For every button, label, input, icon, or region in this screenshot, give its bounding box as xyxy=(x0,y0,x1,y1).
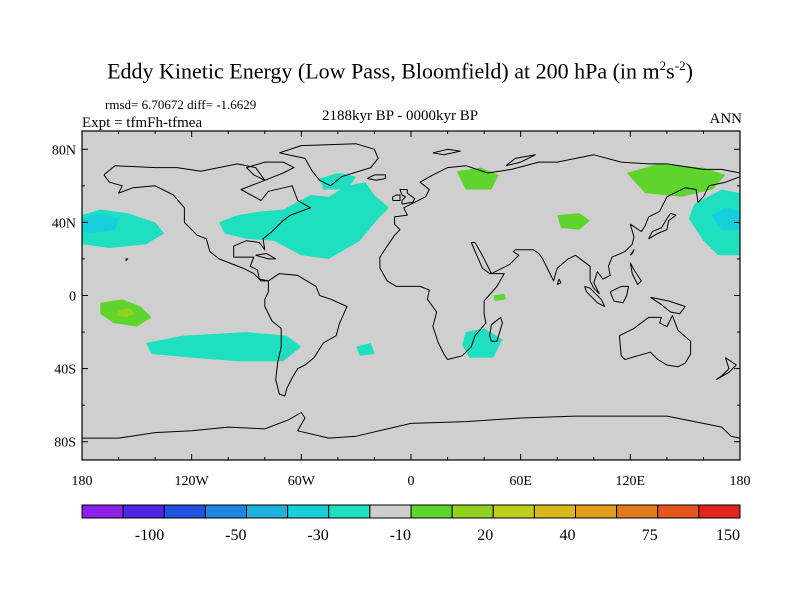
title-close: ) xyxy=(685,58,693,84)
coastline-madagascar xyxy=(489,316,503,342)
colorbar-box-6 xyxy=(328,504,371,519)
x-tick-label-0: 180 xyxy=(72,474,93,489)
coastline-borneo xyxy=(609,285,629,304)
coastline-antarctica xyxy=(82,412,740,439)
coastline-sumatra xyxy=(584,285,606,307)
x-tick-label-3: 0 xyxy=(408,474,415,489)
x-tick-label-6: 180 xyxy=(730,474,751,489)
colorbar-box-0 xyxy=(81,504,124,519)
x-axis: 180 120W 60W 0 60E 120E 180 xyxy=(72,131,751,489)
colorbar-label-7: 150 xyxy=(716,527,740,544)
coastline-greenland xyxy=(279,143,379,187)
colorbar-label-6: 75 xyxy=(642,527,658,544)
region-south-atlantic-patch xyxy=(356,343,375,356)
region-tropical-pacific-core xyxy=(116,308,135,318)
colorbar-label-2: -30 xyxy=(307,527,328,544)
colorbar-box-9 xyxy=(451,504,494,519)
colorbar-box-10 xyxy=(492,504,535,519)
coastline-new-zealand xyxy=(715,357,737,381)
coastline-taiwan xyxy=(629,249,635,256)
y-tick-label-0: 80N xyxy=(52,143,76,158)
region-north-pacific-west-core xyxy=(82,213,119,234)
colorbar-box-2 xyxy=(163,504,206,519)
coastline-philippines xyxy=(629,262,642,285)
colorbar-label-1: -50 xyxy=(225,527,246,544)
colorbar-box-15 xyxy=(698,504,741,519)
region-siberia-positive xyxy=(626,163,726,197)
coastline-australia xyxy=(618,315,692,368)
y-tick-label-1: 40N xyxy=(52,216,76,231)
colorbar-box-5 xyxy=(287,504,330,519)
coastlines xyxy=(82,143,740,439)
coastline-ireland xyxy=(392,194,401,201)
colorbar: -100 -50 -30 -10 20 40 75 150 xyxy=(81,504,741,544)
shaded-regions xyxy=(82,163,740,362)
colorbar-box-3 xyxy=(204,504,247,519)
coastline-south-america xyxy=(264,273,348,397)
coastline-hawaii xyxy=(125,258,129,262)
x-tick-label-2: 60W xyxy=(288,474,316,489)
title-sup-1: 2 xyxy=(659,58,667,73)
region-north-atlantic-band xyxy=(219,182,390,259)
coastline-japan xyxy=(648,212,677,240)
coastline-cuba xyxy=(255,253,277,260)
coastline-britain xyxy=(399,189,416,205)
coastline-north-america xyxy=(103,163,311,282)
colorbar-label-3: -10 xyxy=(390,527,411,544)
chart-title-text: Eddy Kinetic Energy (Low Pass, Bloomfiel… xyxy=(107,58,660,84)
colorbar-box-8 xyxy=(410,504,453,519)
y-tick-label-3: 40S xyxy=(54,363,76,378)
y-tick-label-4: 80S xyxy=(54,436,76,451)
x-tick-label-4: 60E xyxy=(509,474,532,489)
colorbar-box-13 xyxy=(616,504,659,519)
coastline-new-guinea xyxy=(650,296,686,315)
coastline-iceland xyxy=(366,174,386,181)
coastline-africa-eurasia xyxy=(379,154,740,360)
coastline-baffin xyxy=(246,161,295,181)
coastline-svalbard xyxy=(432,148,461,156)
region-southern-africa-patch xyxy=(462,328,503,358)
colorbar-label-5: 40 xyxy=(560,527,576,544)
title-sup-2: -2 xyxy=(674,58,686,73)
region-south-pacific-band xyxy=(146,332,302,362)
region-central-asia-positive xyxy=(557,213,591,230)
season-label: ANN xyxy=(709,111,743,127)
colorbar-box-1 xyxy=(122,504,165,519)
period-label: 2188kyr BP - 0000kyr BP xyxy=(321,108,479,124)
colorbar-box-7 xyxy=(369,504,412,519)
y-tick-label-2: 0 xyxy=(69,290,76,305)
colorbar-box-14 xyxy=(657,504,700,519)
coastline-novaya-zemlya xyxy=(505,154,536,167)
rmsd-label: rmsd= 6.70672 diff= -1.6629 xyxy=(105,97,257,112)
colorbar-label-0: -100 xyxy=(135,527,164,544)
colorbar-box-11 xyxy=(533,504,576,519)
region-west-pacific-core xyxy=(710,207,740,230)
colorbar-box-4 xyxy=(246,504,289,519)
x-tick-label-1: 120W xyxy=(175,474,210,489)
region-west-pacific-east xyxy=(688,189,740,256)
y-axis: 80N 40N 0 40S 80S xyxy=(52,143,740,451)
experiment-label: Expt = tfmFh-tfmea xyxy=(82,115,203,131)
map-background xyxy=(82,131,740,460)
chart-title: Eddy Kinetic Energy (Low Pass, Bloomfiel… xyxy=(0,58,800,84)
title-unit: s xyxy=(666,58,675,84)
region-east-africa-positive xyxy=(493,293,506,301)
colorbar-label-4: 20 xyxy=(477,527,493,544)
coastline-sri-lanka xyxy=(556,278,562,285)
colorbar-box-12 xyxy=(575,504,618,519)
x-tick-label-5: 120E xyxy=(616,474,646,489)
